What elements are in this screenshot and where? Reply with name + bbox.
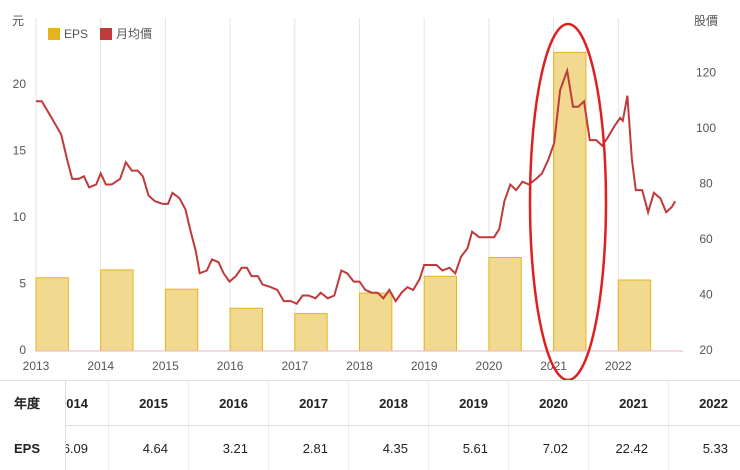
bar bbox=[359, 292, 393, 352]
x-tick-label: 2020 bbox=[476, 359, 503, 373]
bar bbox=[617, 279, 652, 352]
table-cell: 2019 bbox=[428, 381, 508, 426]
y2-tick-label: 20 bbox=[699, 343, 713, 357]
table-cell: 3.21 bbox=[188, 426, 268, 470]
table-cell: 2016 bbox=[188, 381, 268, 426]
table-cell: 4.64 bbox=[108, 426, 188, 470]
y-tick-label: 15 bbox=[13, 143, 27, 157]
table-cell: 5.61 bbox=[428, 426, 508, 470]
table-cell: 22.42 bbox=[588, 426, 668, 470]
y2-tick-label: 40 bbox=[699, 288, 713, 302]
y-tick-label: 0 bbox=[19, 343, 26, 357]
row-label: 年度 bbox=[0, 381, 66, 426]
legend-label: 月均價 bbox=[116, 27, 152, 41]
bar bbox=[164, 288, 199, 352]
chart: 元 股價 2013 2014 2015 2016 2017 2018 2019 2020 202… bbox=[12, 14, 718, 382]
table-row: EPS 6.09 4.64 3.21 2.81 4.35 5.61 7.02 22.42 5.33 bbox=[0, 425, 740, 470]
y-tick-label: 10 bbox=[13, 210, 27, 224]
x-tick-label: 2014 bbox=[87, 359, 114, 373]
table-cell: 2021 bbox=[588, 381, 668, 426]
table-cell: 2017 bbox=[268, 381, 348, 426]
table-cell: 2018 bbox=[348, 381, 428, 426]
x-tick-label: 2015 bbox=[152, 359, 179, 373]
x-tick-label: 2018 bbox=[346, 359, 373, 373]
bar bbox=[35, 277, 69, 352]
table-cell: 7.02 bbox=[508, 426, 588, 470]
table-cell: 2020 bbox=[508, 381, 588, 426]
bar bbox=[100, 269, 134, 352]
table: 年度 2014 2015 2016 2017 2018 2019 2020 2021 2022 EP… bbox=[0, 380, 740, 470]
x-tick-label: 2017 bbox=[281, 359, 308, 373]
row-label: EPS bbox=[0, 426, 66, 470]
bar bbox=[488, 256, 522, 352]
x-tick-label: 2013 bbox=[23, 359, 50, 373]
table-cell: 2.81 bbox=[268, 426, 348, 470]
x-tick-label: 2016 bbox=[217, 359, 244, 373]
price-line bbox=[36, 66, 677, 306]
y2-tick-label: 60 bbox=[699, 232, 713, 246]
x-tick-label: 2019 bbox=[411, 359, 438, 373]
table-cell: 2015 bbox=[108, 381, 188, 426]
x-tick-label: 2022 bbox=[605, 359, 632, 373]
y2-tick-label: 100 bbox=[696, 121, 716, 135]
bar bbox=[423, 275, 458, 352]
y2-tick-label: 80 bbox=[699, 177, 713, 191]
y2-tick-label: 120 bbox=[696, 66, 716, 80]
table-cell: 4.35 bbox=[348, 426, 428, 470]
legend-label: EPS bbox=[64, 27, 88, 41]
y-axis-label: 元 bbox=[12, 14, 24, 28]
table-row: 年度 2014 2015 2016 2017 2018 2019 2020 2021 2022 bbox=[0, 380, 740, 426]
y-tick-label: 20 bbox=[13, 77, 27, 91]
legend-swatch bbox=[48, 28, 60, 40]
legend-swatch bbox=[100, 28, 113, 40]
y2-axis-label: 股價 bbox=[694, 14, 718, 28]
table-cell: 2022 bbox=[668, 381, 740, 426]
bar bbox=[229, 307, 263, 352]
y-tick-label: 5 bbox=[19, 277, 26, 291]
bar bbox=[294, 313, 328, 352]
table-cell: 5.33 bbox=[668, 426, 740, 470]
